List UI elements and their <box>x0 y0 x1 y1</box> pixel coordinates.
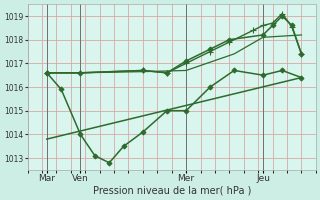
X-axis label: Pression niveau de la mer( hPa ): Pression niveau de la mer( hPa ) <box>92 186 251 196</box>
